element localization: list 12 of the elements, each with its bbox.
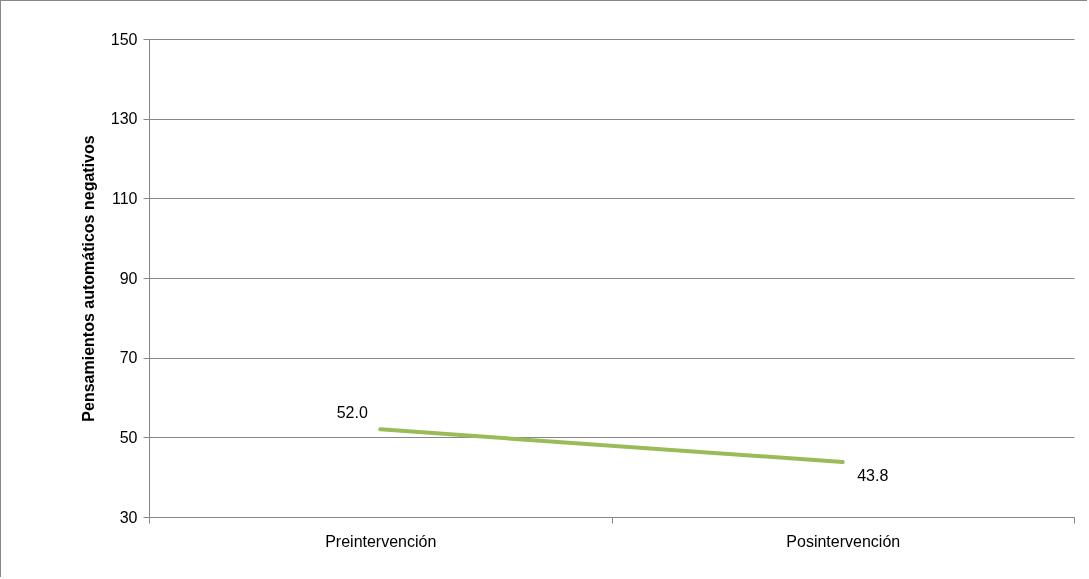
data-label: 52.0 [336,404,368,422]
x-tick-label: Posintervención [786,532,901,550]
y-tick-label: 50 [119,428,138,446]
y-tick-label: 150 [110,30,138,48]
y-tick-label: 110 [111,189,138,207]
y-tick-label: 30 [119,508,138,526]
y-axis-title: Pensamientos automáticos negativos [79,135,97,422]
y-tick-label: 90 [119,269,138,287]
x-tick-label: Preintervención [325,532,437,550]
y-tick-label: 70 [119,349,138,367]
y-tick-label: 130 [110,110,138,128]
data-label: 43.8 [857,467,889,485]
